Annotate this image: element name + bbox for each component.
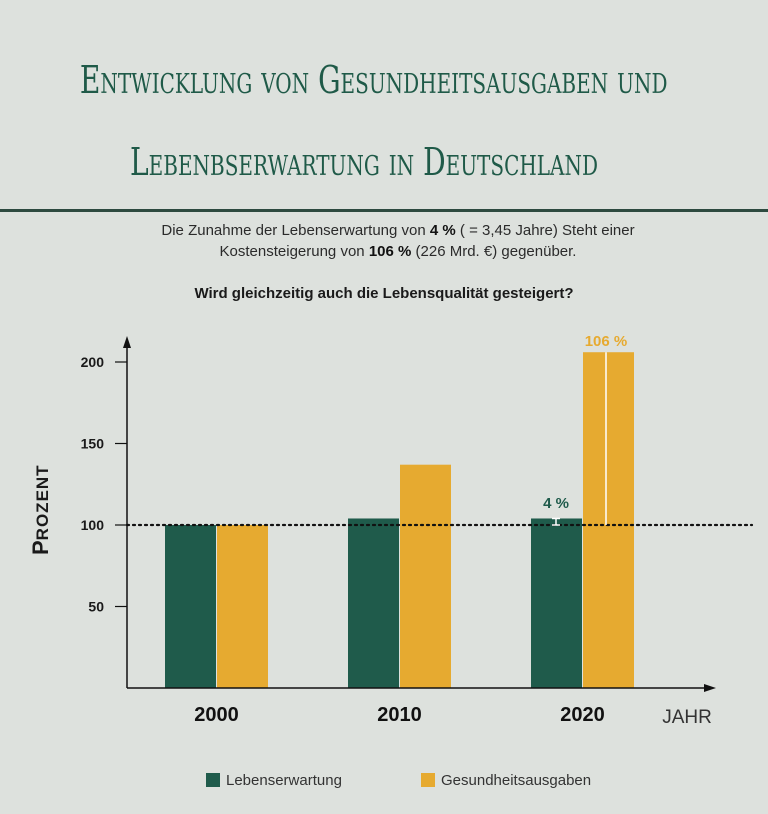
subtitle-line2-bold: 106 %	[368, 243, 412, 260]
subtitle-line1-post: ( = 3,45 Jahre) Steht einer	[455, 222, 635, 239]
legend-swatch-gesundheitsausgaben	[421, 773, 435, 787]
bar-2020-gesundheitsausgaben	[583, 352, 634, 688]
x-axis-arrow	[704, 684, 716, 692]
question-text: Wird gleichzeitig auch die Lebensqualitä…	[194, 285, 574, 302]
annotation-gesundheitsausgaben-2020: 106 %	[585, 333, 628, 350]
legend-item-lebenserwartung: Lebenserwartung	[206, 770, 342, 790]
y-tick-label-200: 200	[81, 354, 105, 370]
legend-label-gesundheitsausgaben: Gesundheitsausgaben	[441, 771, 592, 789]
x-tick-label-2010: 2010	[377, 704, 422, 726]
subtitle-line2-pre: Kostensteigerung von	[219, 243, 369, 260]
y-axis-label: PROZENT	[28, 464, 54, 555]
x-tick-label-2000: 2000	[194, 704, 239, 726]
subtitle-line1-pre: Die Zunahme der Lebenserwartung von	[161, 222, 430, 239]
legend-item-gesundheitsausgaben: Gesundheitsausgaben	[421, 770, 591, 790]
y-tick-label-100: 100	[81, 517, 105, 533]
y-axis-arrow	[123, 336, 131, 348]
y-tick-label-50: 50	[88, 599, 104, 615]
subtitle-line2: Kostensteigerung von 106 % (226 Mrd. €) …	[14, 243, 768, 260]
x-tick-label-2020: 2020	[560, 704, 605, 726]
annotation-lebenserwartung-2020: 4 %	[543, 495, 569, 512]
bar-2020-lebenserwartung	[531, 518, 582, 688]
subtitle-line2-post: (226 Mrd. €) gegenüber.	[411, 243, 577, 260]
bar-2000-lebenserwartung	[165, 525, 216, 688]
legend-label-lebenserwartung: Lebenserwartung	[226, 771, 342, 789]
subtitle-line1-bold: 4 %	[429, 222, 456, 239]
bar-2000-gesundheitsausgaben	[217, 525, 268, 688]
y-tick-label-150: 150	[81, 436, 105, 452]
subtitle-line1: Die Zunahme der Lebenserwartung von 4 % …	[14, 222, 768, 239]
legend-swatch-lebenserwartung	[206, 773, 220, 787]
chart-title-line1: Entwicklung von Gesundheitsausgaben und	[79, 58, 668, 102]
title-divider	[0, 209, 768, 212]
bar-2010-lebenserwartung	[348, 518, 399, 688]
bar-2010-gesundheitsausgaben	[400, 464, 451, 688]
x-axis-label: JAHR	[662, 707, 712, 728]
y-axis-label-rest: ROZENT	[33, 464, 52, 541]
y-axis-label-initial: P	[28, 540, 53, 555]
chart-title-line2: Lebenbserwartung in Deutschland	[129, 140, 598, 184]
